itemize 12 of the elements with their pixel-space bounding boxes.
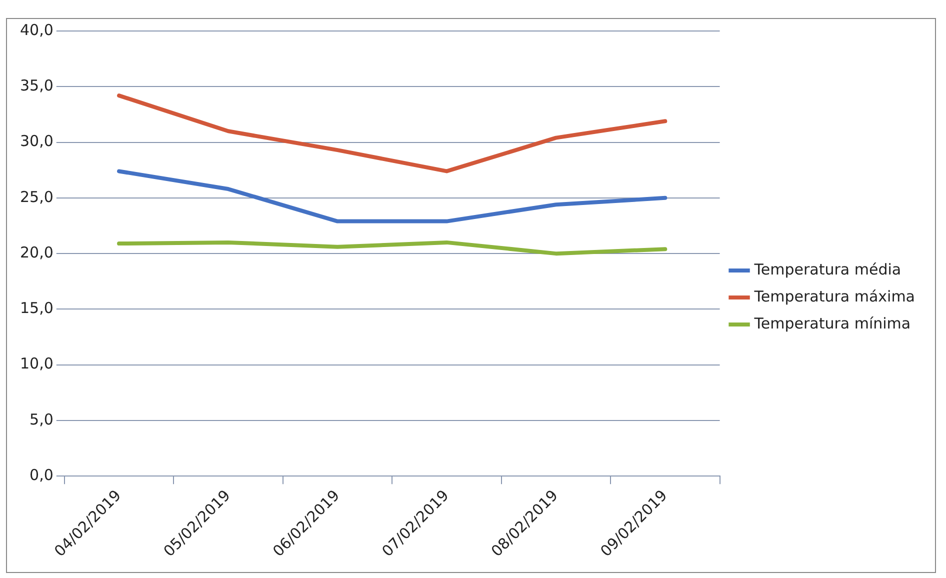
legend-label: Temperatura máxima xyxy=(753,287,916,306)
y-tick-label: 5,0 xyxy=(30,410,54,428)
legend-label: Temperatura média xyxy=(753,260,902,278)
y-tick-label: 35,0 xyxy=(20,76,54,95)
y-tick-label: 25,0 xyxy=(20,188,54,206)
y-tick-label: 20,0 xyxy=(20,243,54,262)
y-tick-label: 30,0 xyxy=(20,132,54,150)
legend-label: Temperatura mínima xyxy=(753,314,911,332)
y-tick-label: 10,0 xyxy=(20,354,54,373)
y-tick-label: 40,0 xyxy=(20,20,54,39)
y-tick-label: 0,0 xyxy=(30,466,54,484)
y-tick-label: 15,0 xyxy=(20,299,54,318)
